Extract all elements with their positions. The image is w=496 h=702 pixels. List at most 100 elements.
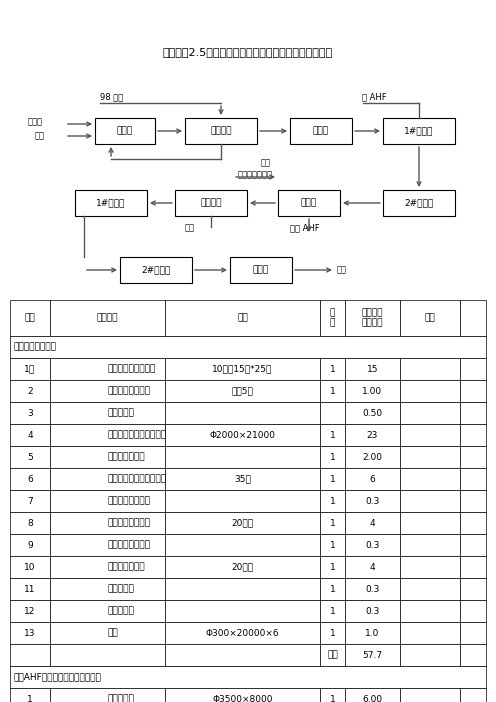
Text: 荧石烘干尾气风机: 荧石烘干尾气风机: [108, 541, 150, 550]
Bar: [400, 380, 460, 402]
Bar: [50, 556, 165, 578]
Text: 0.3: 0.3: [366, 541, 379, 550]
Text: 1: 1: [330, 430, 335, 439]
Text: 1: 1: [27, 694, 33, 702]
Bar: [10, 622, 50, 644]
Bar: [230, 257, 292, 283]
Bar: [165, 578, 320, 600]
Text: 估计价格
（万元）: 估计价格 （万元）: [362, 308, 383, 328]
Text: 23: 23: [367, 430, 378, 439]
Bar: [345, 446, 400, 468]
Bar: [290, 118, 352, 144]
Bar: [50, 600, 165, 622]
Text: 1、: 1、: [24, 364, 36, 373]
Text: 7: 7: [27, 496, 33, 505]
Bar: [165, 446, 320, 468]
Text: 2.00: 2.00: [363, 453, 382, 461]
Text: 1#冷凝器: 1#冷凝器: [404, 126, 434, 135]
Text: 1: 1: [330, 387, 335, 395]
Text: 二、AHF系统、石膏渣处理系统等: 二、AHF系统、石膏渣处理系统等: [14, 673, 102, 682]
Bar: [10, 424, 50, 446]
Text: 长：5米: 长：5米: [232, 387, 253, 395]
Bar: [400, 600, 460, 622]
Bar: [165, 600, 320, 622]
Bar: [460, 644, 486, 666]
Bar: [400, 402, 460, 424]
Bar: [50, 300, 165, 336]
Bar: [165, 358, 320, 380]
Bar: [50, 490, 165, 512]
Bar: [345, 578, 400, 600]
Text: 荧石干燥炉，包括：电机: 荧石干燥炉，包括：电机: [108, 430, 167, 439]
Text: 祢酸吸收: 祢酸吸收: [200, 199, 222, 208]
Text: 1: 1: [330, 607, 335, 616]
Bar: [460, 512, 486, 534]
Bar: [460, 534, 486, 556]
Text: 产品 AHF: 产品 AHF: [290, 223, 319, 232]
Bar: [165, 644, 320, 666]
Bar: [320, 402, 345, 424]
Bar: [400, 644, 460, 666]
Bar: [165, 534, 320, 556]
Bar: [320, 600, 345, 622]
Text: 13: 13: [24, 628, 36, 637]
Bar: [50, 622, 165, 644]
Bar: [10, 336, 486, 358]
Bar: [10, 300, 50, 336]
Bar: [165, 490, 320, 512]
Text: 湿荧石料仓: 湿荧石料仓: [108, 409, 134, 418]
Bar: [165, 622, 320, 644]
Bar: [460, 556, 486, 578]
Bar: [345, 468, 400, 490]
Text: 粗 AHF: 粗 AHF: [362, 93, 386, 102]
Text: 0.3: 0.3: [366, 607, 379, 616]
Bar: [50, 446, 165, 468]
Text: Φ3500×8000: Φ3500×8000: [212, 694, 273, 702]
Bar: [165, 556, 320, 578]
Bar: [50, 424, 165, 446]
Bar: [165, 512, 320, 534]
Bar: [400, 622, 460, 644]
Bar: [10, 468, 50, 490]
Text: 吸收塔: 吸收塔: [253, 265, 269, 274]
Bar: [10, 402, 50, 424]
Text: 0.3: 0.3: [366, 585, 379, 593]
Bar: [345, 490, 400, 512]
Bar: [165, 688, 320, 702]
Text: 精馏塔: 精馏塔: [301, 199, 317, 208]
Text: 副产品：氟石膏: 副产品：氟石膏: [238, 171, 273, 180]
Bar: [320, 556, 345, 578]
Text: 1: 1: [330, 694, 335, 702]
Text: 1.0: 1.0: [366, 628, 379, 637]
Bar: [10, 688, 50, 702]
Bar: [400, 512, 460, 534]
Text: 1: 1: [330, 475, 335, 484]
Bar: [345, 556, 400, 578]
Text: 1: 1: [330, 628, 335, 637]
Text: 1: 1: [330, 562, 335, 571]
Text: 2: 2: [27, 387, 33, 395]
Text: 序号: 序号: [25, 314, 35, 322]
Text: 1: 1: [330, 496, 335, 505]
Bar: [345, 380, 400, 402]
Text: 烟道引风机: 烟道引风机: [108, 607, 134, 616]
Bar: [460, 490, 486, 512]
Bar: [50, 688, 165, 702]
Bar: [400, 300, 460, 336]
Bar: [460, 578, 486, 600]
Bar: [50, 644, 165, 666]
Bar: [383, 190, 455, 216]
Bar: [10, 490, 50, 512]
Bar: [165, 380, 320, 402]
Bar: [400, 578, 460, 600]
Text: 烟道气布袋除尘: 烟道气布袋除尘: [108, 562, 145, 571]
Bar: [400, 688, 460, 702]
Text: 烟筒: 烟筒: [108, 628, 118, 637]
Text: 6: 6: [27, 475, 33, 484]
Text: 一、年亥2.5万吨氟化氢的生产流程见下面方块示意图：: 一、年亥2.5万吨氟化氢的生产流程见下面方块示意图：: [163, 47, 333, 57]
Text: 10: 10: [24, 562, 36, 571]
Bar: [50, 578, 165, 600]
Bar: [10, 534, 50, 556]
Bar: [10, 512, 50, 534]
Text: 20平方: 20平方: [232, 519, 253, 527]
